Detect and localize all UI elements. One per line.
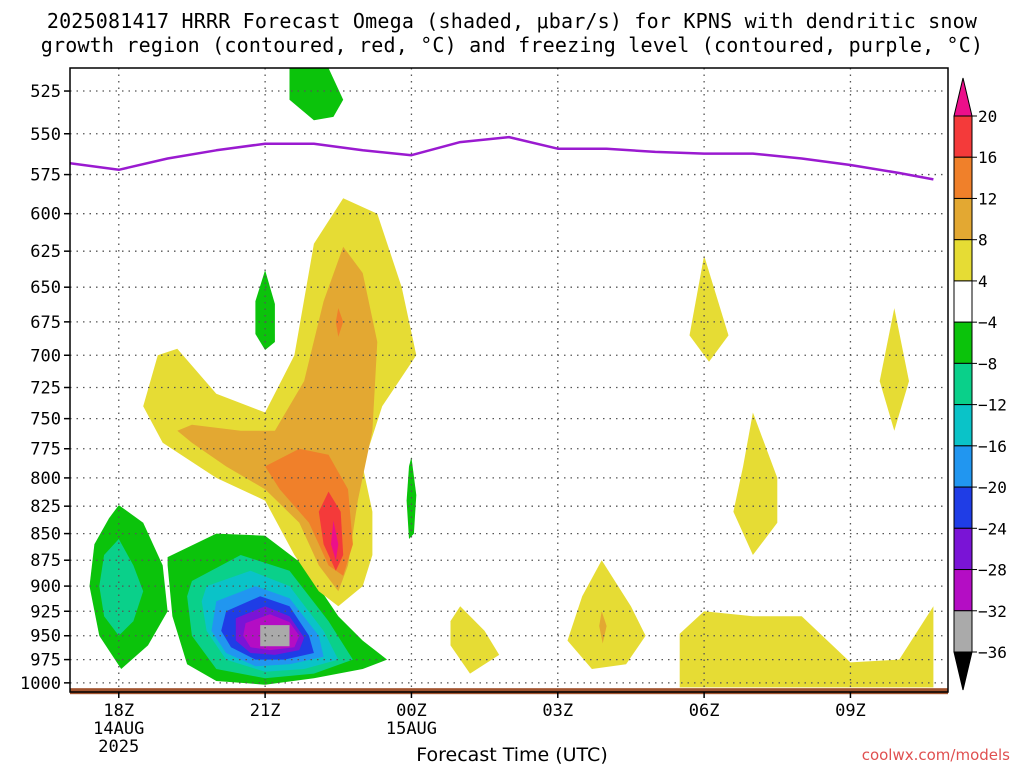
omega-region-small-green-21z: [255, 270, 275, 350]
y-axis-ticks: 525 550 575 600 625 650 675 700 725 750 775 800 825 8…: [20, 82, 70, 694]
colorbar-top-arrow: [953, 77, 973, 117]
x-tick-label: 00Z: [396, 701, 427, 721]
colorbar-swatch: [953, 404, 973, 447]
colorbar-label: −20: [978, 478, 1007, 497]
colorbar: 20 16 12 8 4 −4 −8 −12 −16 −20 −24 −28 −32 −36: [953, 77, 1007, 691]
surface-band: [70, 688, 948, 695]
colorbar-swatch: [953, 321, 973, 364]
x-tick-label: 06Z: [689, 701, 720, 721]
colorbar-label: −4: [978, 313, 997, 332]
colorbar-bottom-arrow: [953, 651, 973, 691]
omega-region-magenta-core: [331, 520, 339, 561]
plot-border: [69, 67, 949, 693]
y-tick-label: 625: [30, 242, 61, 262]
y-tick-label: 1000: [20, 674, 61, 694]
y-tick-label: 925: [30, 602, 61, 622]
colorbar-label: 12: [978, 189, 997, 208]
x-tick-label: 03Z: [542, 701, 573, 721]
y-tick-label: 975: [30, 651, 61, 671]
plot-frame: [69, 67, 949, 693]
y-tick-label: 600: [30, 205, 61, 225]
x-tick-label: 21Z: [250, 701, 281, 721]
colorbar-swatch: [953, 610, 973, 653]
colorbar-label: −8: [978, 354, 997, 373]
colorbar-swatch: [953, 445, 973, 488]
omega-region-yellow-01z: [450, 606, 500, 674]
y-tick-label: 650: [30, 278, 61, 298]
x-tick-date: 15AUG: [386, 719, 437, 739]
y-tick-label: 750: [30, 410, 61, 430]
y-tick-label: 850: [30, 525, 61, 545]
colorbar-label: 8: [978, 231, 988, 250]
omega-region-yellow-10z: [879, 308, 909, 431]
omega-region-yellow-low-right: [679, 606, 934, 688]
colorbar-label: −12: [978, 396, 1007, 415]
colorbar-swatch: [953, 569, 973, 612]
colorbar-label: 16: [978, 148, 997, 167]
colorbar-swatch: [953, 156, 973, 199]
omega-region-orange-04z: [599, 611, 607, 644]
colorbar-label: −32: [978, 602, 1007, 621]
colorbar-label: 4: [978, 272, 988, 291]
colorbar-swatch: [953, 280, 973, 323]
omega-region-main-gray: [260, 625, 290, 647]
omega-region-yellow-07z: [733, 412, 778, 555]
colorbar-label: −16: [978, 437, 1007, 456]
y-tick-label: 775: [30, 440, 61, 460]
colorbar-swatch: [953, 239, 973, 282]
y-tick-label: 550: [30, 125, 61, 145]
x-tick-year: 2025: [98, 737, 139, 757]
x-tick-date: 14AUG: [93, 719, 144, 739]
grid-lines: [70, 68, 948, 692]
colorbar-swatch: [953, 362, 973, 406]
y-tick-label: 950: [30, 627, 61, 647]
x-tick-label: 09Z: [835, 701, 866, 721]
y-tick-label: 825: [30, 497, 61, 517]
y-tick-label: 675: [30, 313, 61, 333]
y-tick-label: 700: [30, 346, 61, 366]
x-tick-label: 18Z: [103, 701, 134, 721]
omega-region-yellow-big: [143, 198, 417, 607]
omega-shading: [89, 68, 934, 688]
y-tick-label: 525: [30, 82, 61, 102]
colorbar-label: −28: [978, 561, 1007, 580]
y-tick-label: 875: [30, 551, 61, 571]
freezing-level-layer: [70, 135, 934, 181]
colorbar-label: 20: [978, 107, 997, 126]
y-tick-label: 900: [30, 577, 61, 597]
x-axis-label: Forecast Time (UTC): [416, 744, 608, 766]
colorbar-swatch: [953, 197, 973, 241]
chart-title-line-2: growth region (contoured, red, °C) and f…: [40, 33, 984, 57]
colorbar-swatch: [953, 527, 973, 571]
omega-region-yellow-06z-upper: [689, 255, 729, 362]
colorbar-label: −36: [978, 643, 1007, 662]
y-tick-label: 725: [30, 378, 61, 398]
colorbar-swatch: [953, 486, 973, 529]
omega-region-upper-green: [289, 68, 344, 121]
y-tick-label: 575: [30, 166, 61, 186]
surface-layer: [70, 688, 948, 695]
omega-region-darkorange-675: [335, 308, 344, 337]
colorbar-swatch: [953, 115, 973, 158]
chart-title-line-1: 2025081417 HRRR Forecast Omega (shaded, …: [46, 9, 978, 33]
omega-region-yellow-04z: [567, 560, 646, 669]
y-tick-label: 800: [30, 469, 61, 489]
credit-link[interactable]: coolwx.com/models: [861, 746, 1010, 764]
colorbar-label: −24: [978, 519, 1007, 538]
freezing-level-line: [70, 135, 934, 181]
